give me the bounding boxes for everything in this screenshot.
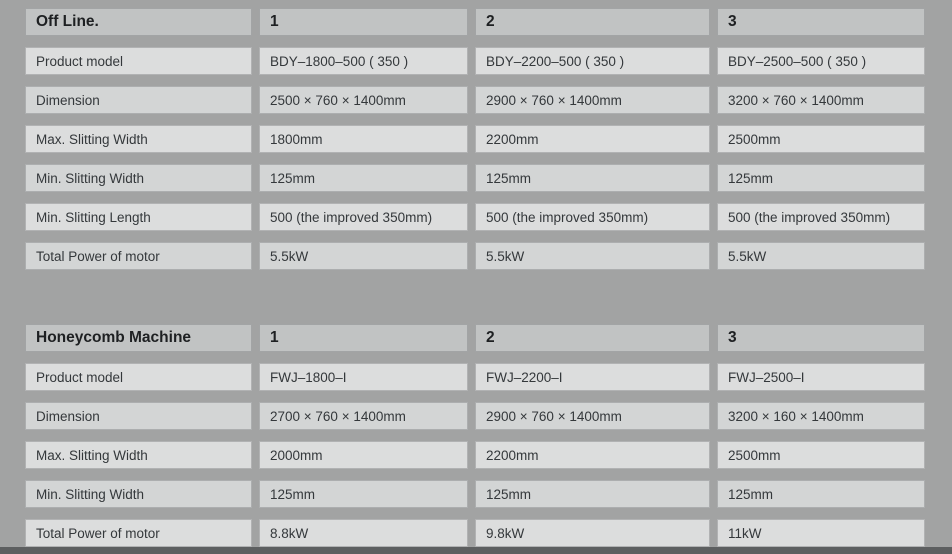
value-cell: 125mm: [259, 480, 468, 508]
row-label-min-slitting-length: Min. Slitting Length: [25, 203, 252, 231]
value-cell: 2000mm: [259, 441, 468, 469]
offline-column-header-2: 2: [475, 8, 710, 36]
value-cell: FWJ–2200–I: [475, 363, 710, 391]
row-label-total-power: Total Power of motor: [25, 519, 252, 547]
bottom-divider-bar: [0, 547, 952, 554]
value-cell: 3200 × 160 × 1400mm: [717, 402, 925, 430]
value-cell: 125mm: [475, 480, 710, 508]
table-title-honeycomb: Honeycomb Machine: [25, 324, 252, 352]
value-cell: BDY–2200–500 ( 350 ): [475, 47, 710, 75]
value-cell: 2500 × 760 × 1400mm: [259, 86, 468, 114]
row-label-total-power: Total Power of motor: [25, 242, 252, 270]
value-cell: 5.5kW: [259, 242, 468, 270]
row-label-max-slitting-width: Max. Slitting Width: [25, 441, 252, 469]
value-cell: 125mm: [259, 164, 468, 192]
row-label-dimension: Dimension: [25, 86, 252, 114]
value-cell: 125mm: [717, 164, 925, 192]
value-cell: 500 (the improved 350mm): [475, 203, 710, 231]
value-cell: 2900 × 760 × 1400mm: [475, 402, 710, 430]
value-cell: 500 (the improved 350mm): [259, 203, 468, 231]
honeycomb-spec-table: Honeycomb Machine 1 2 3 Product model FW…: [25, 324, 925, 547]
row-label-product-model: Product model: [25, 363, 252, 391]
value-cell: FWJ–2500–I: [717, 363, 925, 391]
value-cell: 2700 × 760 × 1400mm: [259, 402, 468, 430]
honeycomb-column-header-2: 2: [475, 324, 710, 352]
value-cell: 2200mm: [475, 441, 710, 469]
row-label-dimension: Dimension: [25, 402, 252, 430]
value-cell: 3200 × 760 × 1400mm: [717, 86, 925, 114]
value-cell: 2500mm: [717, 441, 925, 469]
value-cell: 11kW: [717, 519, 925, 547]
value-cell: 500 (the improved 350mm): [717, 203, 925, 231]
value-cell: 5.5kW: [475, 242, 710, 270]
value-cell: 2500mm: [717, 125, 925, 153]
value-cell: 125mm: [717, 480, 925, 508]
value-cell: BDY–2500–500 ( 350 ): [717, 47, 925, 75]
value-cell: FWJ–1800–I: [259, 363, 468, 391]
table-title-offline: Off Line.: [25, 8, 252, 36]
value-cell: 8.8kW: [259, 519, 468, 547]
row-label-product-model: Product model: [25, 47, 252, 75]
value-cell: 1800mm: [259, 125, 468, 153]
honeycomb-column-header-1: 1: [259, 324, 468, 352]
row-label-min-slitting-width: Min. Slitting Width: [25, 164, 252, 192]
row-label-max-slitting-width: Max. Slitting Width: [25, 125, 252, 153]
offline-column-header-1: 1: [259, 8, 468, 36]
value-cell: 9.8kW: [475, 519, 710, 547]
value-cell: 2900 × 760 × 1400mm: [475, 86, 710, 114]
row-label-min-slitting-width: Min. Slitting Width: [25, 480, 252, 508]
value-cell: BDY–1800–500 ( 350 ): [259, 47, 468, 75]
value-cell: 125mm: [475, 164, 710, 192]
offline-spec-table: Off Line. 1 2 3 Product model BDY–1800–5…: [25, 8, 925, 270]
honeycomb-column-header-3: 3: [717, 324, 925, 352]
value-cell: 5.5kW: [717, 242, 925, 270]
offline-column-header-3: 3: [717, 8, 925, 36]
value-cell: 2200mm: [475, 125, 710, 153]
